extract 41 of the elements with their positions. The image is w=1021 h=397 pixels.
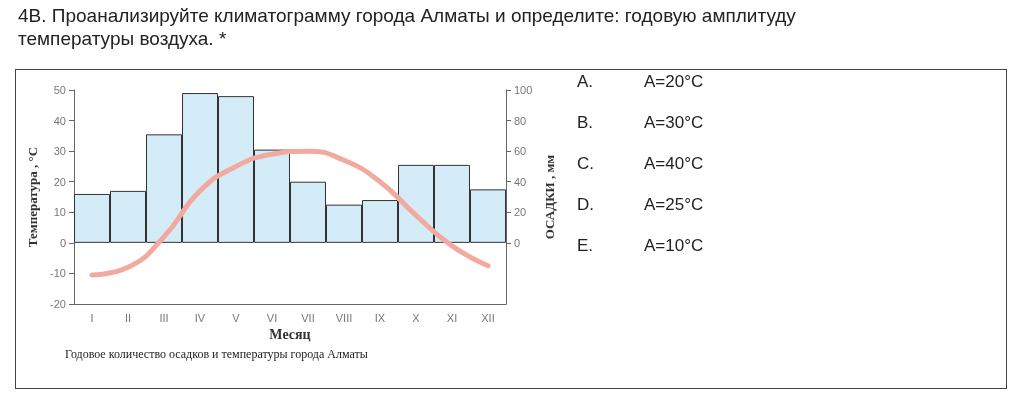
- y-tick-label: 40: [53, 114, 66, 127]
- y-tick-label: 30: [53, 145, 66, 158]
- x-tick-label: VII: [301, 311, 315, 324]
- y2-tick-label: 100: [514, 84, 533, 96]
- x-tick-label: II: [124, 311, 132, 324]
- text: A=40°C: [644, 154, 704, 174]
- y2-axis-title: ОСАДКИ , мм: [542, 154, 558, 240]
- text: A=30°C: [644, 113, 704, 133]
- y2-tick-label: 80: [514, 114, 527, 127]
- y-axis-title: Температура , °C: [25, 146, 41, 248]
- x-tick-label: VI: [266, 311, 278, 324]
- text: E.: [577, 236, 594, 256]
- x-tick-label: XII: [481, 311, 495, 324]
- y2-tick-label: 20: [514, 206, 527, 219]
- x-axis-title: Месяц: [269, 327, 311, 343]
- text: B.: [577, 113, 594, 133]
- y-tick-label: 20: [53, 175, 66, 188]
- text: A=10°C: [644, 236, 704, 256]
- y2-tick-label: 60: [514, 145, 527, 158]
- text: D.: [577, 195, 594, 215]
- x-tick-label: I: [90, 311, 94, 324]
- y-tick-label: -10: [50, 267, 66, 280]
- y-tick-label: 50: [53, 84, 66, 96]
- text: C.: [577, 154, 594, 174]
- x-tick-label: III: [159, 311, 169, 324]
- text: A=20°C: [644, 72, 704, 92]
- x-tick-label: VIII: [335, 311, 353, 324]
- y2-tick-label: 40: [514, 175, 527, 188]
- x-tick-label: IX: [374, 311, 386, 324]
- text: A=25°C: [644, 195, 704, 215]
- x-tick-label: X: [412, 311, 421, 324]
- x-tick-label: IV: [194, 311, 206, 324]
- x-tick-label: XI: [446, 311, 458, 324]
- y-tick-label: 0: [59, 236, 66, 249]
- text: A.: [577, 72, 594, 92]
- text: Годовое количество осадков и температуры города Алматы: [65, 347, 368, 362]
- y-tick-label: 10: [53, 206, 66, 219]
- x-tick-label: V: [232, 311, 241, 324]
- y2-tick-label: 0: [514, 236, 521, 249]
- y-tick-label: -20: [50, 298, 66, 310]
- chart-title: 4В. Проанализируйте климатограмму города Алматы и определите: годовую амплитуду температуры воздуха. *: [18, 4, 797, 50]
